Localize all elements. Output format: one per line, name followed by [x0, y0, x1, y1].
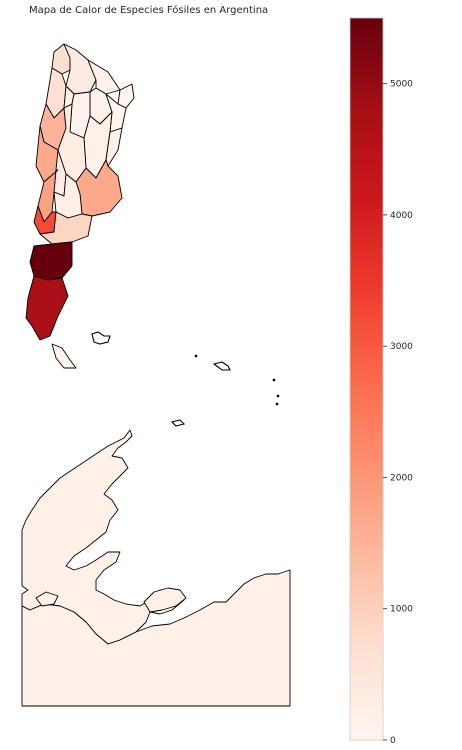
- chart-title: Mapa de Calor de Especies Fósiles en Arg…: [29, 4, 268, 16]
- malvinas-islands: [91, 331, 111, 345]
- small-island-4: [275, 402, 279, 406]
- colorbar-bar: [349, 17, 384, 741]
- province-entre-rios: [105, 127, 123, 167]
- small-island-1: [194, 354, 198, 358]
- colorbar-tick-label: 0: [390, 736, 396, 746]
- ice-shelf-island: [143, 587, 187, 613]
- ice-shelf-small: [35, 591, 59, 607]
- province-rio-negro: [39, 211, 93, 245]
- south-orkney-islands: [170, 419, 186, 427]
- colorbar-tick-label: 2000: [390, 473, 413, 483]
- colorbar-ticks: 0 1000 2000 3000 4000 5000: [383, 80, 413, 746]
- province-chubut: [29, 241, 73, 281]
- small-island-2: [272, 378, 276, 382]
- argentina-map: [21, 43, 291, 707]
- province-tierra-del-fuego: [51, 343, 77, 369]
- small-island-3: [276, 394, 280, 398]
- province-misiones: [117, 83, 135, 109]
- colorbar-tick-label: 3000: [390, 342, 413, 352]
- province-buenos-aires: [75, 159, 123, 217]
- antarctic-coast: [21, 569, 291, 707]
- south-georgia-island: [212, 361, 231, 371]
- province-santa-cruz: [25, 275, 69, 341]
- colorbar: 0 1000 2000 3000 4000 5000: [349, 17, 413, 746]
- colorbar-tick-label: 1000: [390, 605, 413, 615]
- colorbar-tick-label: 5000: [390, 80, 413, 90]
- colorbar-tick-label: 4000: [390, 211, 413, 221]
